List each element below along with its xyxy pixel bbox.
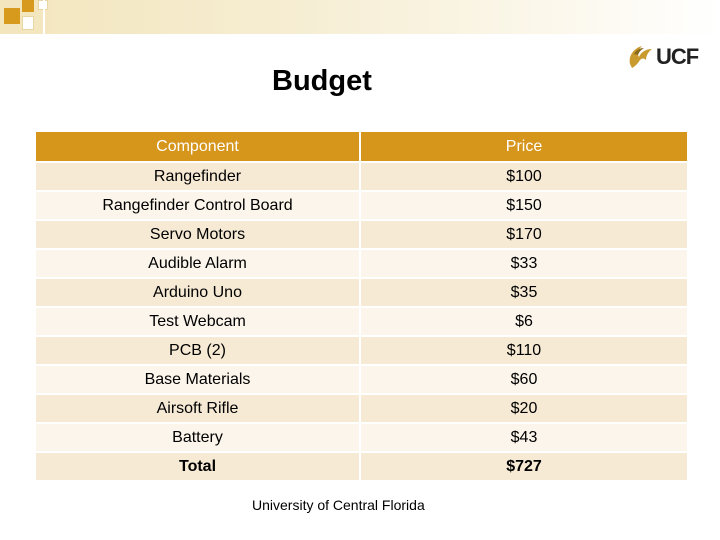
top-decorative-band	[0, 0, 720, 34]
price-cell: $6	[360, 307, 687, 337]
table-row: Servo Motors $170	[36, 220, 687, 250]
price-cell: $110	[360, 336, 687, 366]
table-row: Rangefinder Control Board $150	[36, 191, 687, 221]
component-cell: PCB (2)	[36, 336, 361, 366]
price-cell: $100	[360, 162, 687, 192]
decorative-square	[22, 0, 34, 12]
price-cell: $150	[360, 191, 687, 221]
price-cell: $60	[360, 365, 687, 395]
column-header-component: Component	[36, 132, 361, 163]
decorative-square	[4, 8, 20, 24]
component-cell: Rangefinder Control Board	[36, 191, 361, 221]
logo-text: UCF	[656, 44, 699, 69]
table-row: Battery $43	[36, 423, 687, 453]
page-title: Budget	[272, 65, 372, 97]
component-cell: Servo Motors	[36, 220, 361, 250]
price-cell: $33	[360, 249, 687, 279]
price-cell: $35	[360, 278, 687, 308]
table-row: Rangefinder $100	[36, 162, 687, 192]
total-price-cell: $727	[360, 452, 687, 482]
table-row: Test Webcam $6	[36, 307, 687, 337]
price-cell: $20	[360, 394, 687, 424]
table-row: PCB (2) $110	[36, 336, 687, 366]
table-header-row: Component Price	[36, 132, 687, 163]
component-cell: Audible Alarm	[36, 249, 361, 279]
total-label-cell: Total	[36, 452, 361, 482]
table-row: Airsoft Rifle $20	[36, 394, 687, 424]
price-cell: $43	[360, 423, 687, 453]
table-row: Base Materials $60	[36, 365, 687, 395]
decorative-divider	[43, 0, 45, 34]
price-cell: $170	[360, 220, 687, 250]
component-cell: Battery	[36, 423, 361, 453]
footer-text: University of Central Florida	[252, 497, 425, 513]
table-row: Arduino Uno $35	[36, 278, 687, 308]
component-cell: Test Webcam	[36, 307, 361, 337]
table-total-row: Total $727	[36, 452, 687, 482]
decorative-square	[22, 16, 34, 30]
ucf-pegasus-logo-icon	[629, 46, 652, 68]
component-cell: Arduino Uno	[36, 278, 361, 308]
component-cell: Base Materials	[36, 365, 361, 395]
component-cell: Airsoft Rifle	[36, 394, 361, 424]
component-cell: Rangefinder	[36, 162, 361, 192]
budget-table: Component Price Rangefinder $100 Rangefi…	[36, 132, 687, 482]
table-row: Audible Alarm $33	[36, 249, 687, 279]
column-header-price: Price	[360, 132, 687, 163]
